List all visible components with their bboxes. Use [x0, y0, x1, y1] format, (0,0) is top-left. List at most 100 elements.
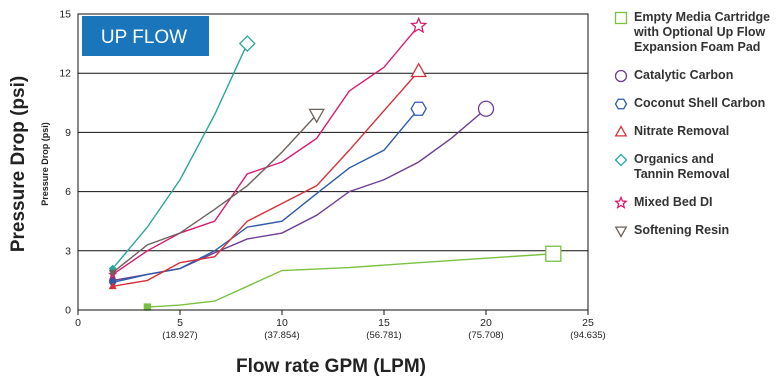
- legend-item: Softening Resin: [614, 223, 782, 238]
- data-point: [179, 304, 181, 306]
- data-point: [179, 268, 181, 270]
- series-end-marker: [477, 100, 495, 117]
- legend-item: Mixed Bed DI: [614, 195, 782, 210]
- series-line: [112, 43, 248, 270]
- series-0: [143, 245, 562, 311]
- data-point: [418, 262, 420, 264]
- data-point: [418, 25, 420, 27]
- data-point: [348, 167, 350, 169]
- up-flow-title: UP FLOW: [101, 27, 187, 48]
- data-point: [146, 250, 148, 252]
- grid-lines: [78, 13, 588, 311]
- legend-label-line: Empty Media Cartridge: [634, 10, 771, 24]
- x-tick-sublabel: (18.927): [162, 330, 197, 341]
- data-point: [146, 244, 148, 246]
- x-tick-sublabel: (37.854): [264, 330, 299, 341]
- data-point: [316, 193, 318, 195]
- x-tick-label: 5: [177, 317, 183, 329]
- series-end-marker: [545, 245, 562, 262]
- legend-marker: [614, 125, 628, 137]
- legend-marker-icon: [614, 153, 628, 167]
- data-point: [348, 267, 350, 269]
- legend-marker-icon: [614, 11, 628, 25]
- legend-label-line: Nitrate Removal: [634, 124, 730, 138]
- legend-item: Empty Media Cartridge with Optional Up Fl…: [614, 10, 782, 55]
- legend-label-line: Expansion Foam Pad: [634, 40, 761, 54]
- series-1: [109, 100, 495, 285]
- data-point: [348, 191, 350, 193]
- series-line: [112, 114, 318, 274]
- data-point: [214, 252, 216, 254]
- x-tick-label: 25: [582, 317, 594, 329]
- data-point: [246, 238, 248, 240]
- data-point: [348, 149, 350, 151]
- legend-marker-icon: [614, 125, 628, 137]
- data-point: [281, 270, 283, 272]
- series-start-marker: [108, 281, 117, 290]
- legend-marker: [614, 226, 628, 238]
- data-point: [246, 226, 248, 228]
- legend-label-line: Coconut Shell Carbon: [634, 96, 766, 110]
- data-point: [383, 66, 385, 68]
- legend-marker-icon: [614, 226, 628, 238]
- data-point: [112, 268, 114, 270]
- data-point: [316, 214, 318, 216]
- series-end-marker: [409, 16, 428, 34]
- data-point: [214, 208, 216, 210]
- legend-label-line: Catalytic Carbon: [634, 68, 734, 82]
- y-tick-label: 15: [59, 9, 71, 21]
- legend-label-line: Softening Resin: [634, 223, 730, 237]
- data-point: [146, 226, 148, 228]
- legend-marker: [614, 11, 628, 25]
- series-end-marker: [410, 101, 427, 116]
- series-5: [108, 16, 428, 279]
- legend-item: Nitrate Removal: [614, 124, 782, 139]
- series-end-marker: [308, 108, 325, 124]
- y-tick-label: 3: [65, 245, 71, 257]
- series-start-marker: [108, 269, 117, 277]
- series-6: [108, 108, 325, 277]
- legend-item: Organics and Tannin Removal: [614, 152, 782, 182]
- x-tick-label: 0: [75, 317, 81, 329]
- data-point: [179, 232, 181, 234]
- legend: Empty Media Cartridge with Optional Up Fl…: [614, 10, 782, 251]
- data-point: [112, 272, 114, 274]
- data-point: [179, 179, 181, 181]
- data-point: [146, 273, 148, 275]
- series-3: [108, 62, 427, 290]
- data-point: [281, 151, 283, 153]
- legend-item: Coconut Shell Carbon: [614, 96, 782, 111]
- y-tick-label: 0: [65, 305, 71, 317]
- data-point: [383, 149, 385, 151]
- y-axis-title-outer: Pressure Drop (psi): [8, 76, 29, 252]
- data-point: [383, 110, 385, 112]
- up-flow-box-bg: [82, 16, 209, 56]
- data-point: [214, 220, 216, 222]
- plot-frame: [77, 13, 589, 311]
- series-2: [108, 101, 427, 286]
- data-point: [383, 179, 385, 181]
- data-point: [281, 220, 283, 222]
- x-tick-label: 15: [378, 317, 390, 329]
- data-point: [348, 90, 350, 92]
- series-end-marker: [410, 62, 427, 78]
- data-point: [552, 253, 554, 255]
- data-point: [418, 161, 420, 163]
- series-line: [112, 70, 420, 288]
- x-tick-label: 20: [480, 317, 492, 329]
- legend-marker: [614, 69, 628, 83]
- x-tick-sublabel: (94.635): [570, 330, 605, 341]
- data-point: [281, 161, 283, 163]
- series-line: [112, 108, 420, 284]
- data-point: [146, 306, 148, 308]
- legend-item: Catalytic Carbon: [614, 68, 782, 83]
- y-tick-label: 6: [65, 186, 71, 198]
- data-point: [179, 262, 181, 264]
- series-line: [147, 253, 554, 308]
- y-tick-label: 12: [59, 68, 71, 80]
- data-point: [214, 114, 216, 116]
- data-point: [214, 256, 216, 258]
- y-axis-title-inner: Pressure Drop (psi): [40, 122, 50, 206]
